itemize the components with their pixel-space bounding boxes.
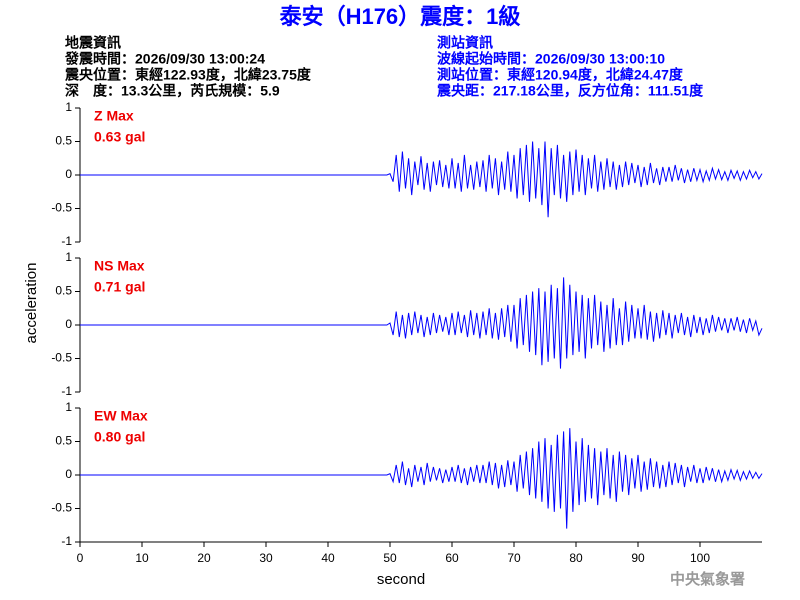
y-tick-label: -0.5 (51, 501, 72, 515)
max-value: 0.63 gal (94, 129, 145, 145)
y-tick-label: 0.5 (55, 284, 72, 298)
event-line: 深 度：13.3公里，芮氏規模：5.9 (65, 83, 280, 99)
y-tick-label: -1 (61, 234, 72, 248)
max-label: EW Max (94, 408, 148, 424)
y-axis-label: acceleration (23, 263, 40, 344)
waveform (80, 277, 763, 369)
x-tick-label: 70 (507, 551, 521, 565)
waveform (80, 141, 763, 218)
y-tick-label: 1 (65, 250, 72, 264)
x-tick-label: 60 (445, 551, 459, 565)
x-tick-label: 0 (77, 551, 84, 565)
y-tick-label: 1 (65, 100, 72, 114)
y-tick-label: 0 (65, 467, 72, 481)
station-heading: 測站資訊 (437, 35, 493, 51)
y-tick-label: 0 (65, 167, 72, 181)
max-value: 0.71 gal (94, 279, 145, 295)
x-tick-label: 30 (259, 551, 273, 565)
event-heading: 地震資訊 (65, 35, 121, 51)
event-line: 震央位置：東經122.93度，北緯23.75度 (64, 67, 312, 83)
station-line: 測站位置：東經120.94度，北緯24.47度 (437, 67, 684, 83)
x-tick-label: 90 (631, 551, 645, 565)
page-title: 泰安（H176）震度：1級 (279, 4, 521, 29)
y-tick-label: 0.5 (55, 434, 72, 448)
y-tick-label: 1 (65, 400, 72, 414)
y-tick-label: 0 (65, 317, 72, 331)
y-tick-label: -1 (61, 534, 72, 548)
x-tick-label: 10 (135, 551, 149, 565)
station-line: 波線起始時間：2026/09/30 13:00:10 (437, 51, 665, 67)
y-tick-label: -1 (61, 384, 72, 398)
event-line: 發震時間：2026/09/30 13:00:24 (64, 51, 265, 67)
x-tick-label: 100 (690, 551, 710, 565)
x-tick-label: 80 (569, 551, 583, 565)
y-tick-label: 0.5 (55, 134, 72, 148)
max-value: 0.80 gal (94, 429, 145, 445)
max-label: NS Max (94, 258, 145, 274)
credit: 中央氣象署 (670, 570, 745, 588)
y-tick-label: -0.5 (51, 351, 72, 365)
waveform (80, 428, 763, 529)
x-tick-label: 40 (321, 551, 335, 565)
station-line: 震央距：217.18公里，反方位角：111.51度 (436, 83, 704, 99)
x-tick-label: 50 (383, 551, 397, 565)
y-tick-label: -0.5 (51, 201, 72, 215)
x-axis-label: second (377, 571, 425, 588)
max-label: Z Max (94, 108, 134, 124)
x-tick-label: 20 (197, 551, 211, 565)
